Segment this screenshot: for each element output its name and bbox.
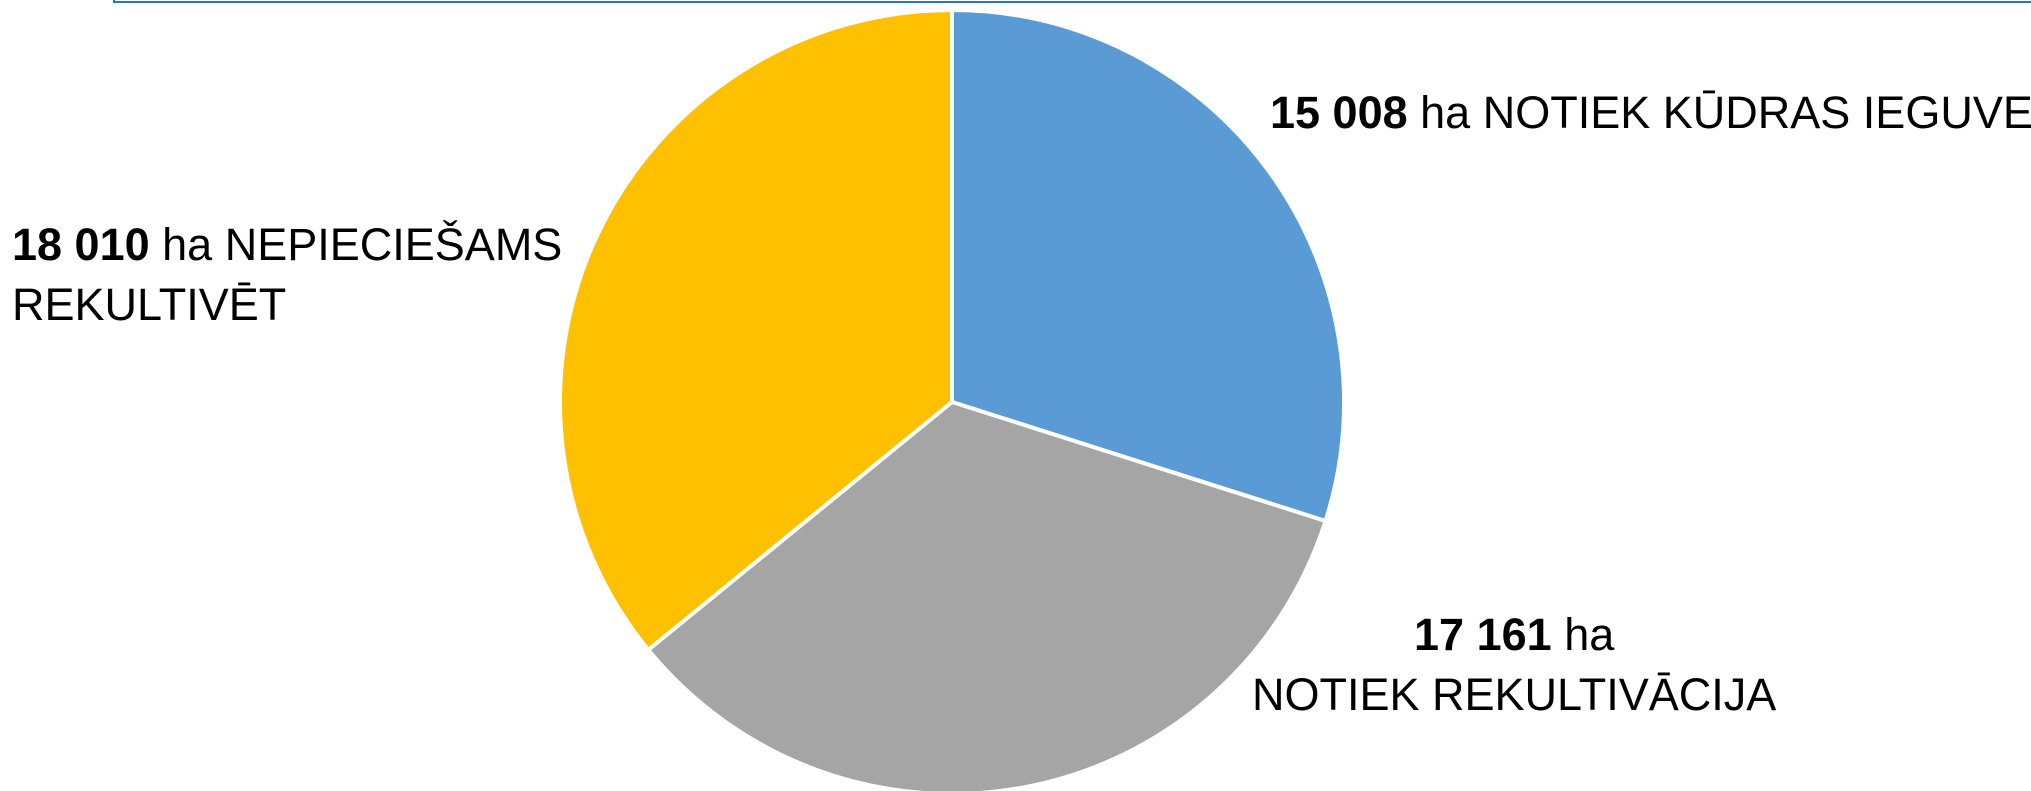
slice-label-recultivation-needed: 18 010 ha NEPIECIEŠAMS REKULTIVĒT bbox=[12, 215, 562, 335]
slice-name-line2: REKULTIVĒT bbox=[12, 279, 287, 330]
pie-slice-recultivation-needed bbox=[558, 8, 954, 652]
slice-unit: ha bbox=[1564, 609, 1615, 660]
top-frame-border bbox=[113, 0, 2031, 3]
slice-value: 15 008 bbox=[1270, 87, 1408, 138]
slice-name: NEPIECIEŠAMS bbox=[224, 219, 563, 270]
slice-label-recultivation-ongoing: 17 161 ha NOTIEK REKULTIVĀCIJA bbox=[1252, 605, 1776, 725]
slice-label-peat-extraction: 15 008 ha NOTIEK KŪDRAS IEGUVE bbox=[1270, 83, 2031, 143]
pie-slice-recultivation-ongoing bbox=[646, 400, 1328, 791]
pie-slice-peat-extraction bbox=[950, 8, 1346, 523]
slice-value: 17 161 bbox=[1414, 609, 1552, 660]
slice-name: NOTIEK KŪDRAS IEGUVE bbox=[1482, 87, 2031, 138]
slice-value: 18 010 bbox=[12, 219, 150, 270]
slice-name: NOTIEK REKULTIVĀCIJA bbox=[1252, 669, 1777, 720]
slice-unit: ha bbox=[1420, 87, 1471, 138]
slice-unit: ha bbox=[162, 219, 213, 270]
